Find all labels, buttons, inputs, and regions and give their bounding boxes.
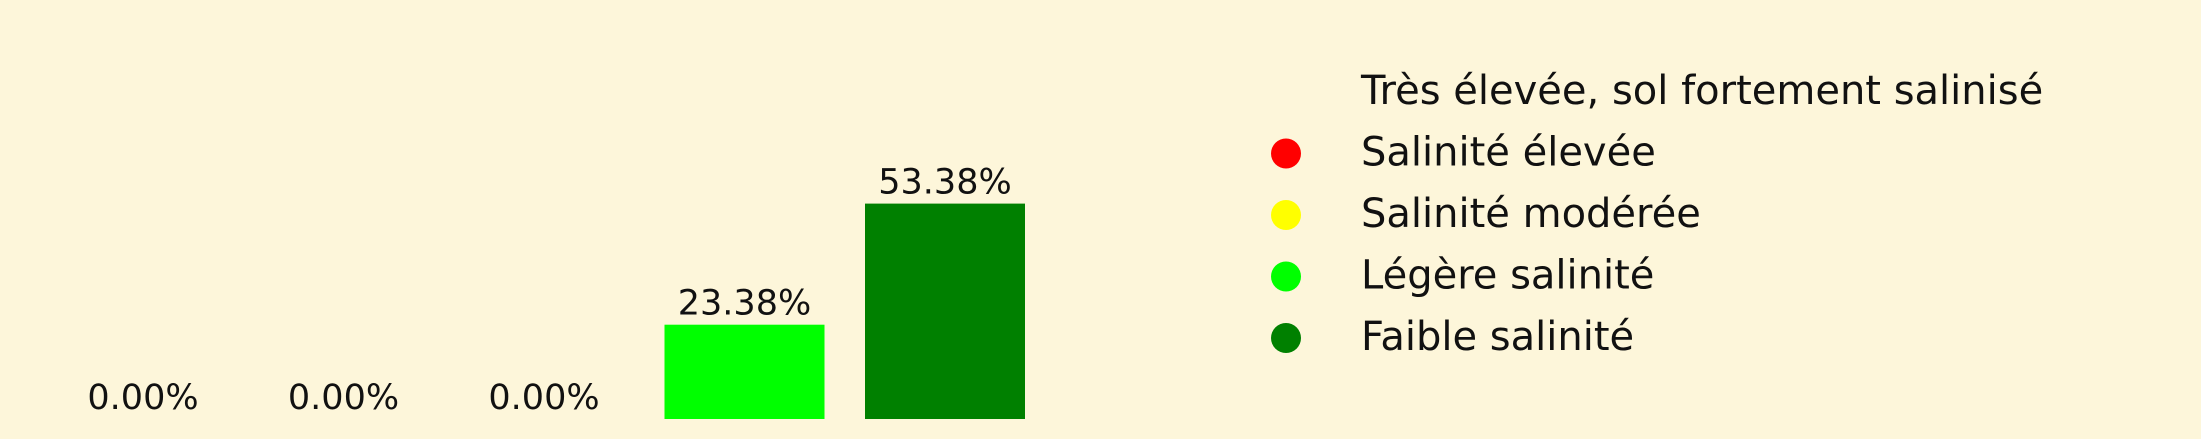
legend-label-1: Très élevée, sol fortement salinisé xyxy=(1360,68,2043,114)
legend-label-5: Faible salinité xyxy=(1361,314,1634,360)
value-label-3: 0.00% xyxy=(488,378,599,418)
legend-label-3: Salinité modérée xyxy=(1361,191,1701,237)
value-label-1: 0.00% xyxy=(87,378,198,418)
legend-label-2: Salinité élevée xyxy=(1361,130,1656,176)
bar-4 xyxy=(664,324,825,419)
legend-item-1: Très élevée, sol fortement salinisé xyxy=(1271,68,2043,114)
value-label-2: 0.00% xyxy=(288,378,399,418)
legend-marker-5 xyxy=(1271,323,1301,353)
legend-item-5: Faible salinité xyxy=(1271,314,1634,360)
legend-marker-3 xyxy=(1271,200,1301,230)
value-label-4: 23.38% xyxy=(678,284,811,324)
bar-5 xyxy=(865,203,1025,419)
legend-marker-1 xyxy=(1271,77,1301,107)
legend-item-3: Salinité modérée xyxy=(1271,191,1701,237)
legend-marker-4 xyxy=(1271,261,1301,292)
legend-marker-2 xyxy=(1271,138,1301,169)
legend-item-2: Salinité élevée xyxy=(1271,130,1656,176)
bars-layer xyxy=(664,203,1025,419)
value-labels-layer: 0.00% 0.00% 0.00% 23.38% 53.38% xyxy=(87,163,1011,418)
legend-label-4: Légère salinité xyxy=(1361,253,1654,299)
legend-item-4: Légère salinité xyxy=(1271,253,1654,299)
value-label-5: 53.38% xyxy=(878,163,1011,203)
legend: Très élevée, sol fortement salinisé Salin… xyxy=(1271,68,2043,360)
